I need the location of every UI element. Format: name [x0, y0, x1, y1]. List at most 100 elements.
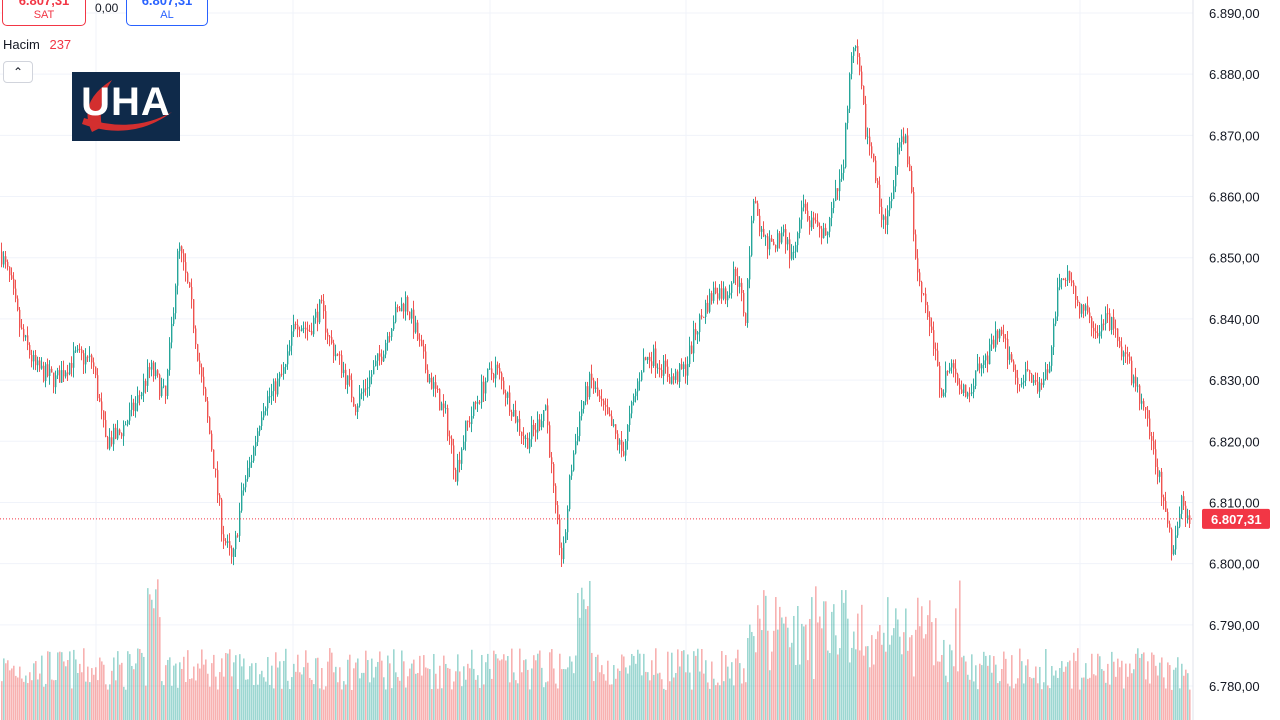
candle-body — [553, 463, 555, 486]
candle-body — [813, 217, 815, 221]
price-tick-label: 6.880,00 — [1209, 67, 1260, 82]
candle-body — [729, 292, 731, 296]
candle-body — [375, 360, 377, 367]
candle-body — [645, 357, 647, 360]
candle-body — [653, 348, 655, 366]
volume-bar — [425, 667, 427, 720]
volume-bar — [289, 689, 291, 720]
volume-bar — [845, 590, 847, 720]
candle-body — [425, 351, 427, 370]
candle-body — [853, 48, 855, 56]
volume-bar — [461, 686, 463, 720]
volume-bar — [193, 666, 195, 720]
candle-body — [415, 322, 417, 333]
volume-bar — [739, 663, 741, 720]
volume-bar — [963, 655, 965, 720]
volume-bar — [199, 668, 201, 720]
price-tick-label: 6.840,00 — [1209, 312, 1260, 327]
volume-legend-name: Hacim — [3, 37, 40, 52]
volume-bar — [1161, 657, 1163, 720]
volume-bar — [345, 684, 347, 720]
candle-body — [485, 381, 487, 394]
price-tick-label: 6.850,00 — [1209, 251, 1260, 266]
volume-bar — [769, 670, 771, 720]
volume-bar — [245, 679, 247, 720]
candle-body — [203, 376, 205, 389]
volume-bar — [755, 652, 757, 720]
candle-body — [841, 172, 843, 179]
volume-bar — [7, 660, 9, 720]
sell-price: 6.807,31 — [18, 0, 70, 8]
candle-body — [373, 366, 375, 375]
price-axis: 6.890,00 6.880,00 6.870,00 6.860,00 6.850,00… — [1209, 6, 1260, 694]
candle-body — [251, 460, 253, 463]
volume-bar — [611, 684, 613, 720]
collapse-legend-button[interactable]: ⌃ — [3, 61, 33, 83]
candle-body — [353, 397, 355, 407]
volume-bar — [717, 682, 719, 720]
candle-body — [1001, 329, 1003, 335]
candle-body — [921, 282, 923, 294]
volume-bar — [575, 655, 577, 720]
volume-bar — [303, 667, 305, 720]
buy-button[interactable]: 6.807,31 AL — [126, 0, 208, 26]
volume-bar — [619, 670, 621, 720]
volume-bar — [477, 675, 479, 720]
candle-body — [937, 350, 939, 366]
volume-bar — [507, 656, 509, 720]
volume-bar — [887, 597, 889, 720]
volume-bar — [745, 682, 747, 720]
volume-bar — [279, 661, 281, 720]
volume-bar — [445, 663, 447, 720]
candle-body — [193, 299, 195, 329]
volume-bar — [785, 616, 787, 720]
volume-bar — [181, 668, 183, 720]
volume-bar — [1185, 669, 1187, 720]
volume-bar — [351, 689, 353, 720]
volume-bar — [981, 665, 983, 720]
candle-body — [755, 201, 757, 204]
volume-bar — [641, 675, 643, 720]
volume-bar — [397, 677, 399, 720]
volume-bar — [1049, 688, 1051, 720]
candle-body — [959, 384, 961, 390]
volume-bar — [627, 673, 629, 720]
candle-body — [539, 419, 541, 428]
volume-bar — [355, 662, 357, 720]
candle-body — [677, 371, 679, 382]
candle-body — [1029, 370, 1031, 374]
candle-body — [1105, 313, 1107, 324]
candle-body — [953, 363, 955, 369]
candlestick-series — [1, 39, 1191, 567]
volume-bar — [393, 649, 395, 720]
sell-button[interactable]: 6.807,31 SAT — [2, 0, 86, 26]
volume-bar — [463, 666, 465, 720]
candle-body — [749, 255, 751, 280]
volume-bar — [205, 659, 207, 720]
candle-body — [591, 373, 593, 381]
volume-bar — [61, 652, 63, 720]
volume-bar — [381, 660, 383, 720]
candle-body — [961, 389, 963, 393]
volume-bar — [175, 663, 177, 720]
candle-body — [1061, 278, 1063, 280]
volume-bar — [1039, 666, 1041, 720]
candle-body — [289, 345, 291, 352]
volume-bar — [65, 666, 67, 720]
candle-body — [505, 393, 507, 398]
candle-body — [1073, 282, 1075, 287]
volume-bar — [1143, 652, 1145, 720]
volume-bar — [861, 604, 863, 720]
candle-body — [1153, 440, 1155, 450]
candle-body — [1065, 279, 1067, 281]
candle-body — [405, 297, 407, 312]
volume-bar — [9, 670, 11, 720]
volume-bar — [121, 662, 123, 720]
volume-bar — [479, 687, 481, 720]
candle-body — [679, 364, 681, 382]
candle-body — [535, 429, 537, 433]
candle-body — [381, 356, 383, 362]
volume-bar — [805, 624, 807, 720]
candle-body — [499, 368, 501, 374]
